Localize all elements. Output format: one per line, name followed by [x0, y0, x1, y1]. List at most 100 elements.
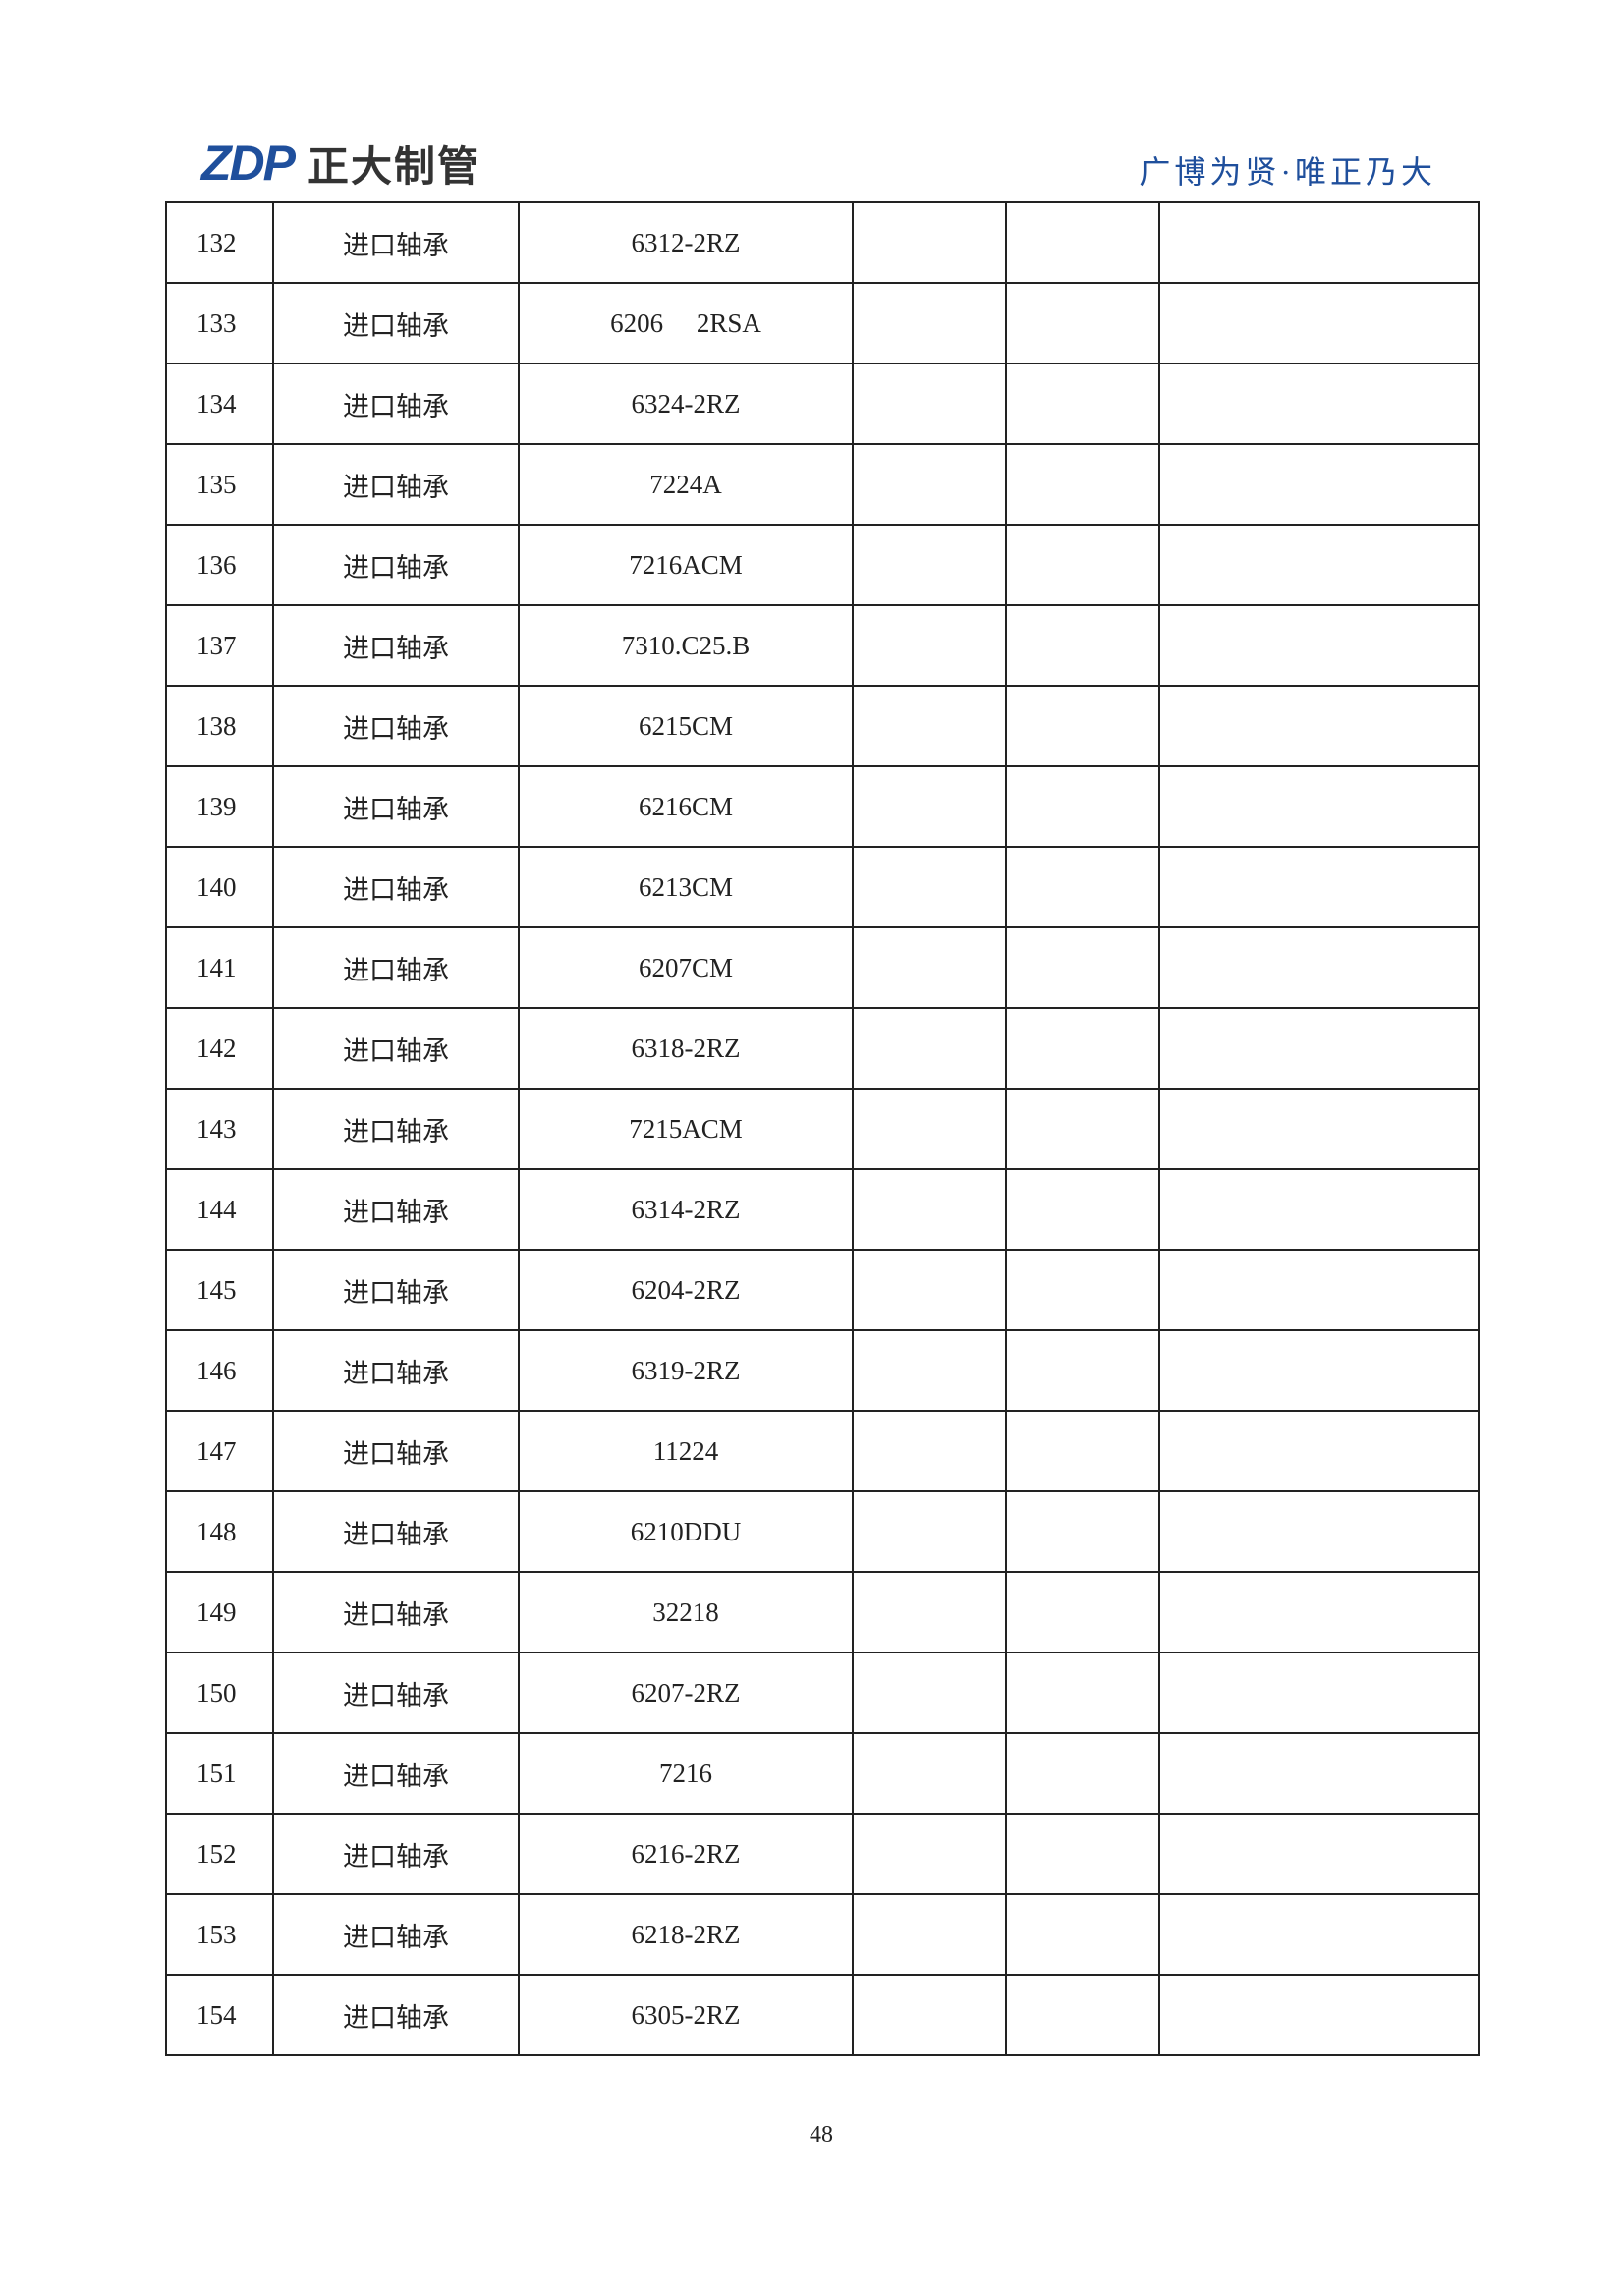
empty-cell [852, 1410, 1007, 1492]
empty-cell [852, 1813, 1007, 1895]
empty-cell [852, 1168, 1007, 1251]
item-name: 进口轴承 [272, 1571, 520, 1653]
table-row: 153 进口轴承 6218-2RZ [165, 1893, 1480, 1976]
item-name: 进口轴承 [272, 1974, 520, 2056]
slogan: 广博为贤·唯正乃大 [1139, 154, 1436, 190]
row-number: 139 [165, 765, 274, 848]
item-name: 进口轴承 [272, 1732, 520, 1815]
table-row: 142 进口轴承 6318-2RZ [165, 1007, 1480, 1090]
logo-mark: ZDP [201, 136, 296, 191]
empty-cell [852, 1007, 1007, 1090]
item-model: 7310.C25.B [518, 604, 854, 687]
empty-cell [1158, 363, 1480, 445]
table-row: 134 进口轴承 6324-2RZ [165, 363, 1480, 445]
item-name: 进口轴承 [272, 685, 520, 767]
empty-cell [1158, 1571, 1480, 1653]
row-number: 142 [165, 1007, 274, 1090]
empty-cell [1158, 685, 1480, 767]
item-model: 6216CM [518, 765, 854, 848]
item-name: 进口轴承 [272, 1410, 520, 1492]
empty-cell [1158, 1007, 1480, 1090]
empty-cell [852, 604, 1007, 687]
empty-cell [1005, 1893, 1160, 1976]
row-number: 151 [165, 1732, 274, 1815]
empty-cell [1005, 604, 1160, 687]
empty-cell [1158, 1813, 1480, 1895]
item-model: 6305-2RZ [518, 1974, 854, 2056]
row-number: 150 [165, 1652, 274, 1734]
empty-cell [852, 846, 1007, 928]
empty-cell [1158, 1168, 1480, 1251]
page-number: 48 [810, 2122, 833, 2148]
company-name: 正大制管 [308, 141, 481, 191]
table-row: 146 进口轴承 6319-2RZ [165, 1329, 1480, 1412]
empty-cell [1005, 1732, 1160, 1815]
empty-cell [1158, 846, 1480, 928]
empty-cell [1158, 1974, 1480, 2056]
empty-cell [1005, 1813, 1160, 1895]
empty-cell [1158, 282, 1480, 364]
table-row: 148 进口轴承 6210DDU [165, 1490, 1480, 1573]
empty-cell [1005, 443, 1160, 526]
item-model: 6206 2RSA [518, 282, 854, 364]
row-number: 136 [165, 524, 274, 606]
item-name: 进口轴承 [272, 846, 520, 928]
row-number: 154 [165, 1974, 274, 2056]
empty-cell [1005, 1974, 1160, 2056]
empty-cell [852, 1088, 1007, 1170]
item-name: 进口轴承 [272, 1088, 520, 1170]
empty-cell [1005, 524, 1160, 606]
empty-cell [1005, 1168, 1160, 1251]
table-row: 140 进口轴承 6213CM [165, 846, 1480, 928]
table-row: 149 进口轴承 32218 [165, 1571, 1480, 1653]
empty-cell [1158, 443, 1480, 526]
item-model: 6207-2RZ [518, 1652, 854, 1734]
row-number: 144 [165, 1168, 274, 1251]
row-number: 138 [165, 685, 274, 767]
empty-cell [852, 926, 1007, 1009]
empty-cell [1005, 1490, 1160, 1573]
table-row: 144 进口轴承 6314-2RZ [165, 1168, 1480, 1251]
empty-cell [1158, 1490, 1480, 1573]
item-name: 进口轴承 [272, 1652, 520, 1734]
table-row: 132 进口轴承 6312-2RZ [165, 201, 1480, 284]
empty-cell [1158, 201, 1480, 284]
empty-cell [1158, 1732, 1480, 1815]
empty-cell [1005, 1249, 1160, 1331]
row-number: 145 [165, 1249, 274, 1331]
item-name: 进口轴承 [272, 1813, 520, 1895]
empty-cell [852, 524, 1007, 606]
item-model: 6216-2RZ [518, 1813, 854, 1895]
row-number: 149 [165, 1571, 274, 1653]
row-number: 152 [165, 1813, 274, 1895]
item-name: 进口轴承 [272, 765, 520, 848]
empty-cell [852, 201, 1007, 284]
empty-cell [1158, 1088, 1480, 1170]
row-number: 143 [165, 1088, 274, 1170]
item-name: 进口轴承 [272, 524, 520, 606]
item-model: 6215CM [518, 685, 854, 767]
empty-cell [1005, 1007, 1160, 1090]
empty-cell [1158, 1893, 1480, 1976]
item-model: 6312-2RZ [518, 201, 854, 284]
row-number: 133 [165, 282, 274, 364]
empty-cell [1158, 524, 1480, 606]
empty-cell [852, 1893, 1007, 1976]
empty-cell [852, 1652, 1007, 1734]
empty-cell [1158, 1249, 1480, 1331]
row-number: 135 [165, 443, 274, 526]
item-model: 6213CM [518, 846, 854, 928]
empty-cell [1005, 926, 1160, 1009]
item-model: 6318-2RZ [518, 1007, 854, 1090]
empty-cell [852, 765, 1007, 848]
logo: ZDP 正大制管 [201, 136, 480, 191]
table-row: 147 进口轴承 11224 [165, 1410, 1480, 1492]
item-name: 进口轴承 [272, 604, 520, 687]
table-row: 139 进口轴承 6216CM [165, 765, 1480, 848]
row-number: 148 [165, 1490, 274, 1573]
item-name: 进口轴承 [272, 926, 520, 1009]
item-name: 进口轴承 [272, 1329, 520, 1412]
empty-cell [1158, 1410, 1480, 1492]
empty-cell [852, 1571, 1007, 1653]
